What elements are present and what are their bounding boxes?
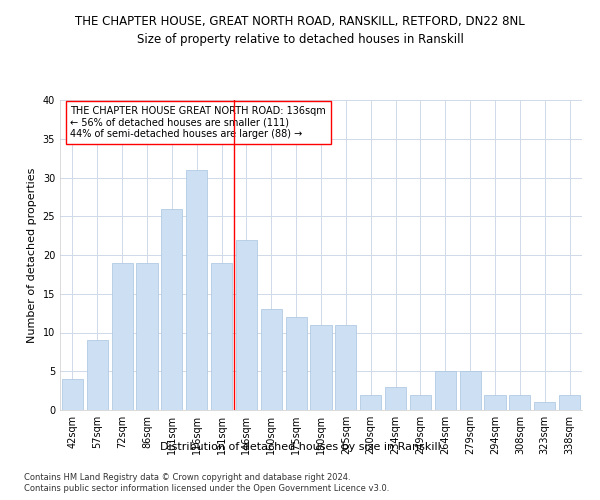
Bar xyxy=(335,325,356,410)
Y-axis label: Number of detached properties: Number of detached properties xyxy=(27,168,37,342)
Text: Size of property relative to detached houses in Ranskill: Size of property relative to detached ho… xyxy=(137,32,463,46)
Bar xyxy=(509,394,530,410)
Bar xyxy=(136,263,158,410)
Bar xyxy=(534,402,555,410)
Bar xyxy=(286,317,307,410)
Bar xyxy=(385,387,406,410)
Bar xyxy=(236,240,257,410)
Bar xyxy=(62,379,83,410)
Bar xyxy=(559,394,580,410)
Bar xyxy=(484,394,506,410)
Bar xyxy=(161,208,182,410)
Bar xyxy=(112,263,133,410)
Text: Distribution of detached houses by size in Ranskill: Distribution of detached houses by size … xyxy=(160,442,440,452)
Text: THE CHAPTER HOUSE GREAT NORTH ROAD: 136sqm
← 56% of detached houses are smaller : THE CHAPTER HOUSE GREAT NORTH ROAD: 136s… xyxy=(70,106,326,140)
Text: THE CHAPTER HOUSE, GREAT NORTH ROAD, RANSKILL, RETFORD, DN22 8NL: THE CHAPTER HOUSE, GREAT NORTH ROAD, RAN… xyxy=(75,15,525,28)
Bar xyxy=(310,325,332,410)
Bar xyxy=(410,394,431,410)
Bar xyxy=(360,394,381,410)
Text: Contains public sector information licensed under the Open Government Licence v3: Contains public sector information licen… xyxy=(24,484,389,493)
Bar xyxy=(261,309,282,410)
Bar xyxy=(186,170,207,410)
Bar xyxy=(435,371,456,410)
Bar xyxy=(211,263,232,410)
Bar xyxy=(87,340,108,410)
Bar xyxy=(460,371,481,410)
Text: Contains HM Land Registry data © Crown copyright and database right 2024.: Contains HM Land Registry data © Crown c… xyxy=(24,472,350,482)
